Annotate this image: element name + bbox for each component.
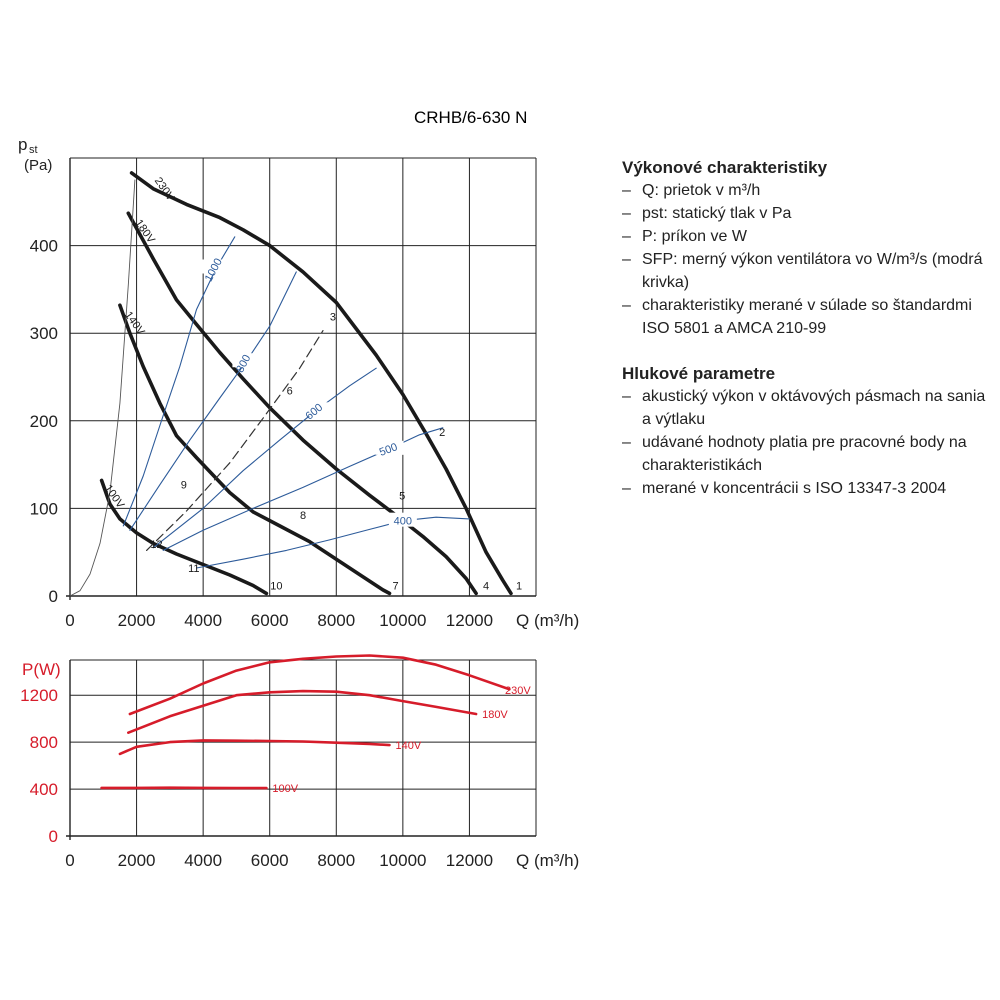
list-item-text: pst: statický tlak v Pa <box>642 205 792 222</box>
y-tick-label: 300 <box>30 324 58 343</box>
x-tick-label: 6000 <box>251 851 289 870</box>
legend-panel: Výkonové charakteristiky – Q: prietok v m… <box>622 156 992 500</box>
x-tick-label: 10000 <box>379 611 426 630</box>
label-mask <box>388 512 417 527</box>
label-mask <box>232 353 261 368</box>
y-tick-label: 1200 <box>20 686 58 705</box>
sfp-curve <box>162 427 444 551</box>
y-axis-label: p <box>18 135 27 154</box>
x-axis-label: Q (m³/h) <box>516 851 579 870</box>
fan-curve <box>99 478 269 596</box>
x-tick-label: 0 <box>65 611 74 630</box>
x-axis-label: Q (m³/h) <box>516 611 579 630</box>
section2-title: Hlukové parametre <box>622 364 776 383</box>
y-axis-label-sub: st <box>29 144 38 156</box>
list-item-text: udávané hodnoty platia pre pracovné body… <box>642 434 967 474</box>
y-tick-label: 400 <box>30 237 58 256</box>
operating-point-label: 12 <box>150 539 162 551</box>
x-tick-label: 8000 <box>317 851 355 870</box>
power-chart: 0 2000 4000 6000 8000 10000 12000 0 400 800 1200 P(… <box>20 654 579 870</box>
x-tick-label: 12000 <box>446 611 493 630</box>
y-tick-label: 100 <box>30 499 58 518</box>
power-curve <box>128 654 511 716</box>
list-item: – P: príkon ve W <box>622 228 747 245</box>
label-mask <box>302 402 331 417</box>
operating-point-label: 5 <box>399 490 405 502</box>
system-curve <box>69 179 136 597</box>
operating-point-label: 9 <box>181 480 187 492</box>
operating-point-label: 8 <box>300 510 306 522</box>
fan-curve <box>129 171 513 596</box>
system-curve <box>146 330 324 551</box>
operating-point-label: 7 <box>392 580 398 592</box>
x-tick-label: 4000 <box>184 611 222 630</box>
x-tick-label: 0 <box>65 851 74 870</box>
label-mask <box>375 440 404 455</box>
list-item-text: akustický výkon v oktávových pásmach na … <box>642 388 986 428</box>
x-tick-label: 2000 <box>118 611 156 630</box>
list-item: – merané v koncentrácii s ISO 13347-3 200… <box>622 480 947 497</box>
power-curve-label: 180V <box>482 709 508 721</box>
y-tick-label: 400 <box>30 780 58 799</box>
sfp-label: 500 <box>378 441 399 459</box>
operating-point-label: 1 <box>516 580 522 592</box>
pressure-chart: 0 2000 4000 6000 8000 10000 12000 0 100 200 300 400… <box>18 135 579 630</box>
power-curve-label: 140V <box>396 740 422 752</box>
power-curve <box>127 689 478 734</box>
fan-curve <box>118 303 392 596</box>
y-axis-unit: (Pa) <box>24 157 52 174</box>
label-mask <box>202 259 231 274</box>
operating-point-label: 10 <box>270 580 282 592</box>
list-item-text: SFP: merný výkon ventilátora vo W/m³/s (… <box>642 251 983 291</box>
power-curve-label: 100V <box>272 783 298 795</box>
operating-point-label: 6 <box>287 386 293 398</box>
operating-point-label: 4 <box>483 580 489 592</box>
x-tick-label: 8000 <box>317 611 355 630</box>
y-tick-label: 800 <box>30 733 58 752</box>
y-axis-label: P(W) <box>22 660 61 679</box>
fan-curve <box>126 211 478 596</box>
operating-point-label: 11 <box>188 563 199 575</box>
y-tick-label: 0 <box>49 587 58 606</box>
y-tick-label: 0 <box>49 827 58 846</box>
list-item: – pst: statický tlak v Pa <box>622 205 792 222</box>
x-tick-label: 4000 <box>184 851 222 870</box>
y-tick-label: 200 <box>30 412 58 431</box>
list-item-text: charakteristiky merané v súlade so štand… <box>642 297 972 337</box>
x-tick-label: 12000 <box>446 851 493 870</box>
x-tick-label: 6000 <box>251 611 289 630</box>
chart-title: CRHB/6-630 N <box>414 108 527 127</box>
x-tick-label: 2000 <box>118 851 156 870</box>
sfp-label: 400 <box>394 516 412 528</box>
list-item: – udávané hodnoty platia pre pracovné bod… <box>622 434 967 474</box>
power-curve-label: 230V <box>505 685 531 697</box>
list-item-text: Q: prietok v m³/h <box>642 182 761 199</box>
list-item-text: P: príkon ve W <box>642 228 747 245</box>
list-item: – Q: prietok v m³/h <box>622 182 761 199</box>
list-item: – SFP: merný výkon ventilátora vo W/m³/s … <box>622 251 983 291</box>
list-item-text: merané v koncentrácii s ISO 13347-3 2004 <box>642 480 947 497</box>
sfp-curve <box>195 516 470 569</box>
operating-point-label: 2 <box>439 427 445 439</box>
sfp-curve <box>152 367 377 549</box>
section1-title: Výkonové charakteristiky <box>622 158 828 177</box>
x-tick-label: 10000 <box>379 851 426 870</box>
list-item: – charakteristiky merané v súlade so štan… <box>622 297 972 337</box>
sfp-curve <box>129 271 297 531</box>
power-curve <box>118 739 391 756</box>
operating-point-label: 3 <box>330 312 336 324</box>
list-item: – akustický výkon v oktávových pásmach na… <box>622 388 986 428</box>
